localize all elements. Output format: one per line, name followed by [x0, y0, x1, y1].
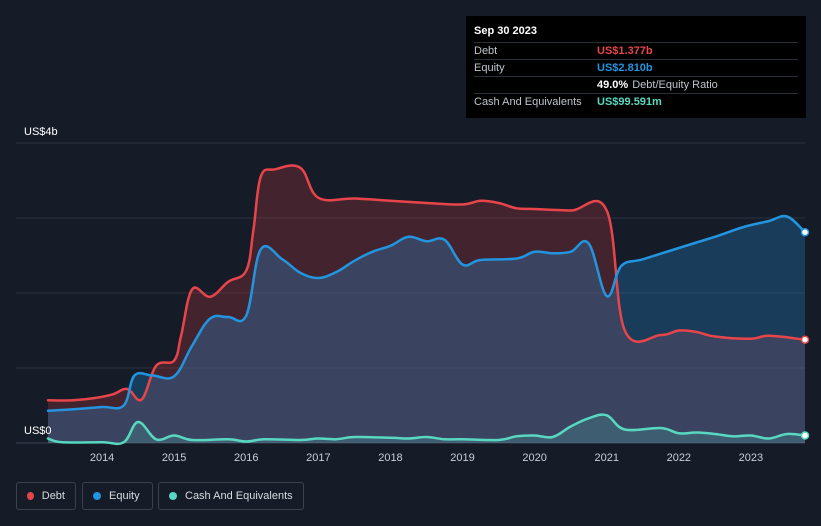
legend-cash-label: Cash And Equivalents — [185, 490, 293, 502]
line-debt — [46, 164, 807, 402]
tooltip-debt-value: US$1.377b — [597, 45, 653, 57]
x-tick-label: 2023 — [739, 452, 763, 464]
x-tick-label: 2018 — [378, 452, 402, 464]
tooltip-ratio-label: Debt/Equity Ratio — [632, 79, 718, 91]
equity-legend-dot-icon — [93, 492, 101, 500]
tooltip-date: Sep 30 2023 — [474, 25, 537, 37]
chart-lines — [46, 164, 807, 446]
x-tick-label: 2022 — [667, 452, 691, 464]
x-tick-label: 2021 — [594, 452, 618, 464]
cash-legend-dot-icon — [169, 492, 177, 500]
legend-item-debt[interactable]: Debt — [16, 482, 76, 510]
legend-item-cash[interactable]: Cash And Equivalents — [158, 482, 304, 510]
data-tooltip: Sep 30 2023 Debt US$1.377b Equity US$2.8… — [466, 16, 806, 118]
x-tick-label: 2015 — [162, 452, 186, 464]
chart-end-markers — [800, 228, 810, 440]
tooltip-row-ratio: 49.0% Debt/Equity Ratio — [474, 76, 798, 93]
tooltip-cash-label: Cash And Equivalents — [474, 96, 582, 108]
end-marker-equity — [800, 228, 810, 237]
y-axis-top-label: US$4b — [24, 126, 58, 138]
legend-debt-label: Debt — [41, 490, 65, 502]
area-equity — [48, 216, 805, 443]
legend-equity-label: Equity — [109, 490, 140, 502]
tooltip-ratio-spacer — [474, 77, 597, 93]
debt-legend-dot-icon — [27, 492, 34, 500]
legend-item-equity[interactable]: Equity — [82, 482, 153, 510]
line-cash-and-equivalents — [46, 413, 807, 446]
x-tick-label: 2019 — [450, 452, 474, 464]
tooltip-ratio-value: 49.0% — [597, 79, 629, 91]
x-tick-label: 2020 — [522, 452, 546, 464]
end-marker-debt — [800, 335, 810, 344]
tooltip-debt-label: Debt — [474, 45, 498, 57]
tooltip-row-debt: Debt US$1.377b — [474, 42, 798, 59]
x-tick-label: 2014 — [90, 452, 114, 464]
end-marker-cash-and-equivalents — [800, 431, 810, 440]
tooltip-row-cash: Cash And Equivalents US$99.591m — [474, 93, 798, 110]
tooltip-cash-value: US$99.591m — [597, 96, 662, 108]
area-debt — [48, 165, 805, 443]
x-tick-label: 2016 — [234, 452, 258, 464]
tooltip-equity-value: US$2.810b — [597, 62, 653, 74]
y-axis-bottom-label: US$0 — [24, 425, 52, 437]
chart-areas — [48, 165, 805, 444]
chart-x-ticks: 2014 2015 2016 2017 2018 2019 2020 2021 2022 2023 — [90, 452, 763, 464]
chart-gridlines — [16, 142, 805, 444]
line-equity — [46, 214, 807, 413]
tooltip-equity-label: Equity — [474, 62, 505, 74]
x-tick-label: 2017 — [306, 452, 330, 464]
tooltip-row-equity: Equity US$2.810b — [474, 59, 798, 76]
area-cash-and-equivalents — [48, 414, 805, 444]
